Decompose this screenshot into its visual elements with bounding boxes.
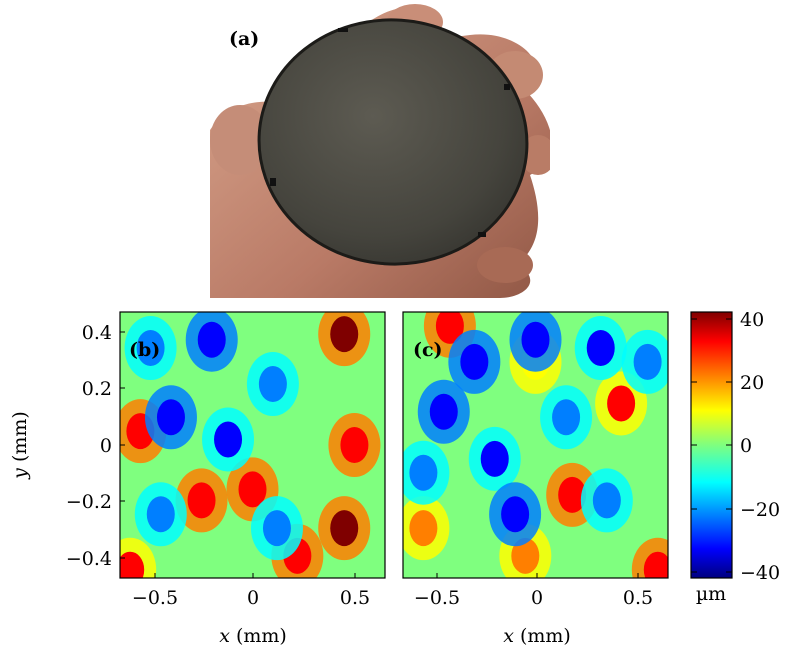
panel-c-surface-map	[403, 312, 668, 578]
x-axis-title: x (mm)	[503, 625, 571, 647]
heatmap-peak	[146, 496, 175, 533]
heatmap-peak	[558, 476, 587, 513]
heatmap-peak	[156, 399, 185, 436]
y-tick-label: −0.4	[66, 548, 112, 570]
heatmap-peak	[409, 510, 438, 547]
colorbar-unit: µm	[696, 583, 726, 605]
panel-b-heatmap: (b)	[119, 311, 386, 579]
x-tick-label: 0.5	[623, 587, 653, 609]
heatmap-peak	[429, 393, 458, 430]
x-axis-title: x (mm)	[219, 625, 287, 647]
x-tick-label: 0	[247, 587, 259, 609]
heatmap-peak	[521, 321, 550, 358]
heatmap-peak	[501, 496, 530, 533]
heatmap-peak	[586, 330, 615, 367]
x-axis-c: −0.5 0 0.5 x (mm)	[414, 573, 653, 647]
heatmap-peak	[197, 321, 226, 358]
panel-b-label: (b)	[129, 339, 160, 361]
heatmap-peak	[330, 510, 359, 547]
panel-c-heatmap: (c)	[402, 311, 669, 579]
heatmap-peak	[238, 471, 267, 508]
heatmap-peak	[330, 316, 359, 353]
x-tick-label: 0.5	[340, 587, 370, 609]
heatmap-peak	[552, 399, 581, 436]
colorbar-tick-label: 0	[740, 435, 752, 457]
colorbar-tick-label: −40	[740, 562, 780, 584]
heatmap-peak	[633, 343, 662, 380]
y-axis-title: y (mm)	[9, 411, 31, 480]
x-tick-label: −0.5	[132, 587, 178, 609]
heatmap-peak	[435, 312, 464, 344]
heatmap-peak	[607, 385, 636, 422]
panel-c-label: (c)	[413, 339, 443, 361]
heatmap-peak	[262, 510, 291, 547]
colorbar: 40 20 0 −20 −40 µm	[690, 309, 780, 605]
panel-b-surface-map	[120, 312, 381, 578]
heatmap-peak	[340, 427, 369, 463]
heatmap-peak	[592, 482, 621, 519]
x-axis-b: −0.5 0 0.5 x (mm)	[132, 573, 370, 647]
heatmap-peak	[214, 421, 243, 458]
heatmap-peak	[643, 551, 668, 578]
heatmap-peak	[511, 537, 540, 574]
heatmap-peak	[187, 482, 216, 519]
metal-disc	[257, 18, 529, 266]
heatmap-peak	[460, 343, 489, 380]
y-axis: 0.4 0.2 0 −0.2 −0.4 y (mm)	[9, 322, 125, 570]
colorbar-tick-label: 20	[740, 372, 764, 394]
heatmap-peak	[136, 330, 165, 367]
panel-a-photo: (a)	[210, 0, 550, 298]
colorbar-tick-label: 40	[740, 309, 764, 331]
heatmap-peak	[480, 440, 509, 477]
x-tick-label: −0.5	[414, 587, 460, 609]
heatmap-peak	[258, 366, 287, 403]
colorbar-tick-label: −20	[740, 499, 780, 521]
panel-a-label: (a)	[229, 28, 259, 50]
y-tick-label: 0.4	[82, 322, 112, 344]
heatmap-peak	[409, 454, 438, 491]
y-tick-label: 0.2	[82, 378, 112, 400]
y-tick-label: 0	[100, 435, 112, 457]
y-tick-label: −0.2	[66, 491, 112, 513]
x-tick-label: 0	[531, 587, 543, 609]
heatmap-peak	[120, 551, 145, 578]
